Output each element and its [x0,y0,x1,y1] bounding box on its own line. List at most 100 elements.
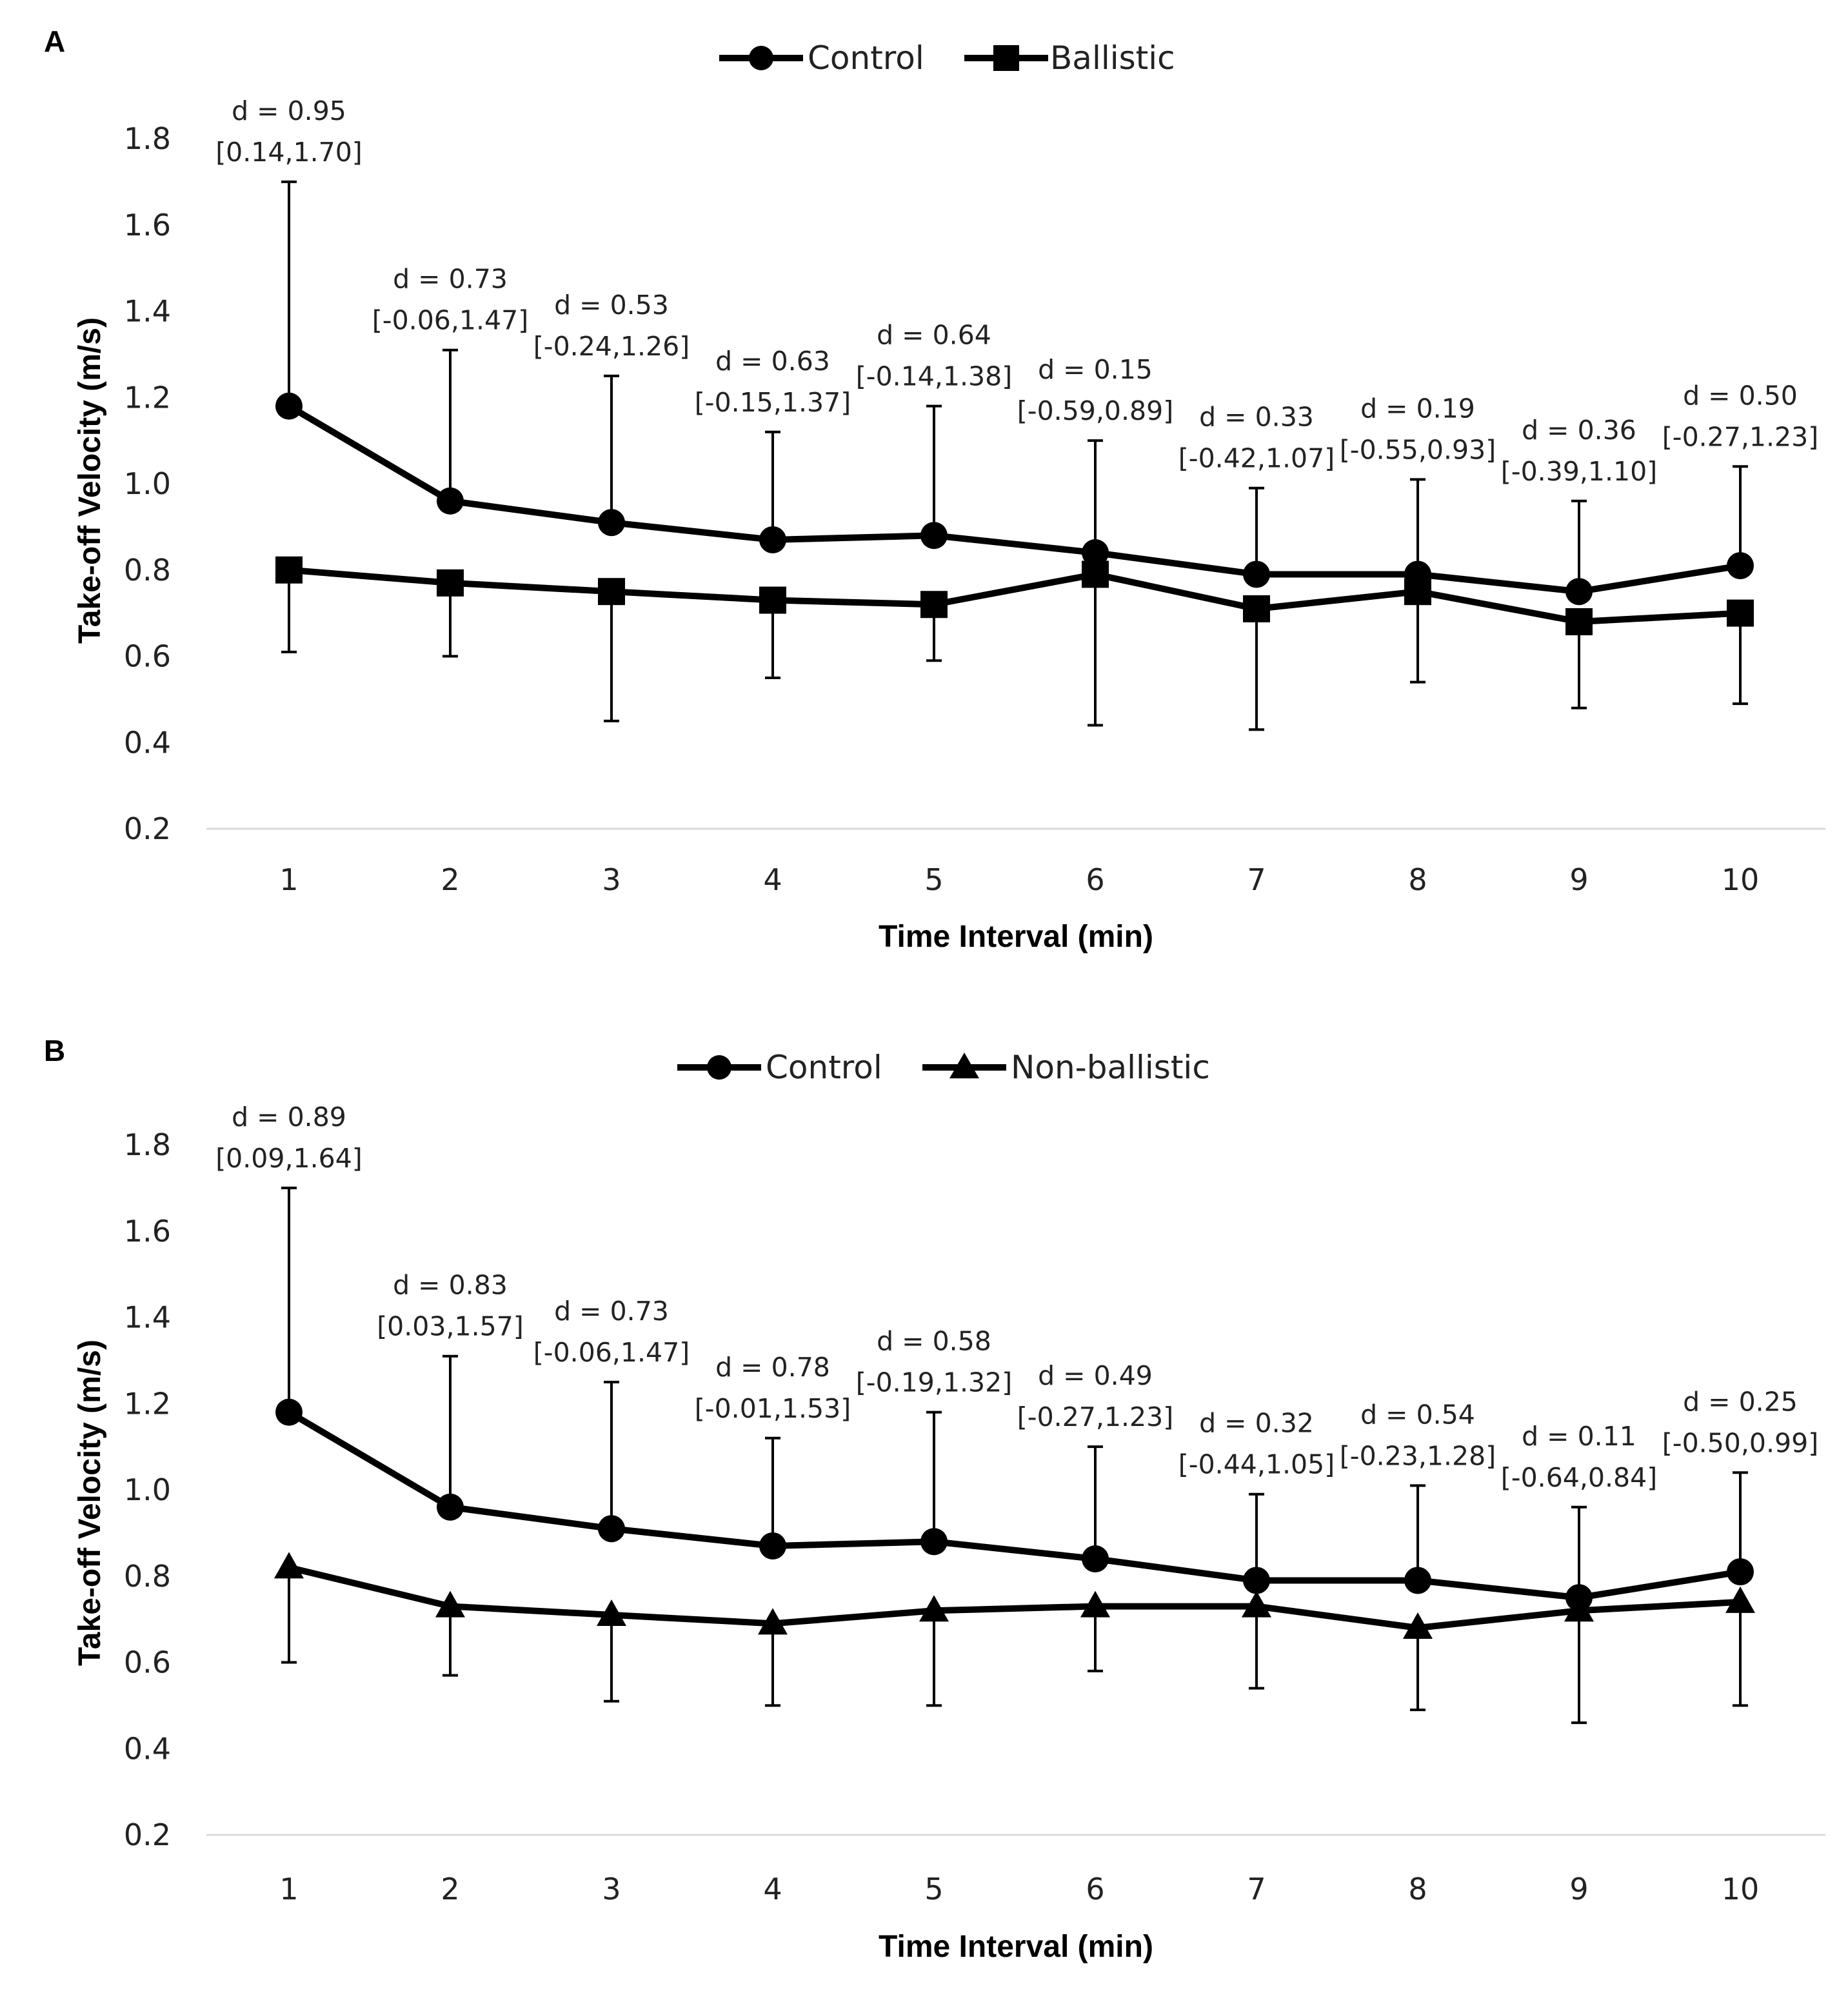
effect-size-label: d = 0.78 [715,1352,830,1383]
x-tick-label: 6 [1086,862,1104,897]
data-point-control [1243,560,1270,588]
series-line-control [287,1409,1741,1601]
series-line-ballistic [288,566,1741,625]
y-tick-label: 1.0 [124,466,171,501]
data-point-control [920,1528,948,1556]
y-tick-label: 1.8 [124,121,171,156]
x-tick-label: 9 [1569,1872,1588,1906]
y-tick-label: 1.0 [124,1472,171,1507]
effect-size-label: d = 0.25 [1683,1386,1798,1417]
effect-size-label: d = 0.53 [554,290,669,321]
effect-size-label: d = 0.49 [1038,1360,1153,1391]
y-tick-label: 0.6 [124,1645,171,1680]
legend-a-control-label: Control [808,39,924,77]
x-tick-label: 4 [763,862,782,897]
x-tick-label: 3 [602,862,621,897]
data-point-control [437,487,464,515]
effect-size-label: d = 0.54 [1360,1399,1475,1430]
data-point-ballistic [1404,578,1431,606]
data-point-non-ballistic [1725,1586,1755,1613]
plot-area-b: 0.2 0.4 0.6 0.8 1.0 1.2 1.4 1.6 1.8 1 2 3 4 5 6 7 8 9 10 d … [124,1102,1825,1906]
y-tick-label: 0.2 [124,1817,171,1852]
data-point-ballistic [759,586,786,614]
panel-label-b: B [44,1034,65,1067]
y-axis-title-b: Take-off Velocity (m/s) [73,1340,107,1666]
y-tick-label: 0.6 [124,639,171,674]
data-point-control [598,509,625,537]
panel-label-a: A [44,25,65,58]
effect-size-label: d = 0.50 [1683,380,1798,411]
x-tick-label: 2 [441,862,459,897]
y-tick-label: 0.8 [124,1559,171,1594]
effect-size-label: d = 0.83 [393,1270,508,1301]
data-point-ballistic [1727,599,1754,627]
effect-size-label: d = 0.64 [877,320,991,351]
data-point-control [759,526,786,553]
x-tick-label: 10 [1722,1872,1760,1906]
y-tick-label: 1.6 [124,208,171,243]
data-point-control [1727,1558,1754,1586]
y-tick-label: 0.4 [124,1731,171,1766]
effect-size-label: d = 0.73 [393,264,508,295]
x-tick-label: 9 [1569,862,1588,897]
data-point-non-ballistic [758,1608,788,1635]
x-tick-label: 5 [924,1872,943,1906]
data-point-control [1082,539,1109,566]
data-point-control [759,1532,786,1559]
series-line-control [287,403,1741,595]
confidence-interval-label: [0.09,1.64] [215,1143,363,1174]
data-point-non-ballistic [274,1552,304,1579]
effect-size-label: d = 0.32 [1199,1408,1314,1439]
confidence-interval-label: [-0.27,1.23] [1662,421,1818,452]
x-axis-title-a: Time Interval (min) [879,920,1153,954]
confidence-interval-label: [-0.42,1.07] [1178,443,1335,474]
data-point-ballistic [1082,560,1109,588]
legend-b-control-marker [707,1055,731,1080]
data-point-ballistic [598,578,625,606]
confidence-interval-label: [-0.50,0.99] [1662,1427,1818,1458]
legend-a-control-marker [749,46,773,70]
y-tick-label: 1.6 [124,1214,171,1249]
x-tick-label: 3 [602,1872,621,1906]
effect-size-label: d = 0.73 [554,1296,669,1327]
legend-b-nonballistic-label: Non-ballistic [1011,1049,1210,1086]
effect-size-label: d = 0.63 [715,346,830,377]
y-tick-label: 1.2 [124,1386,171,1421]
confidence-interval-label: [-0.27,1.23] [1017,1401,1173,1432]
data-point-ballistic [275,556,303,584]
y-tick-label: 1.4 [124,1300,171,1335]
confidence-interval-label: [-0.23,1.28] [1340,1440,1496,1471]
data-point-control [1565,578,1593,606]
effect-size-label: d = 0.15 [1038,354,1153,385]
effect-size-label: d = 0.58 [877,1326,991,1357]
effect-size-label: d = 0.11 [1522,1421,1636,1452]
confidence-interval-label: [-0.39,1.10] [1501,456,1657,487]
x-tick-label: 7 [1247,862,1266,897]
y-axis-title-a: Take-off Velocity (m/s) [73,317,107,644]
y-tick-label: 0.2 [124,811,171,846]
data-point-control [275,1398,303,1426]
confidence-interval-label: [-0.15,1.37] [695,387,851,418]
x-tick-label: 2 [441,1872,459,1906]
x-tick-label: 8 [1408,862,1427,897]
y-tick-label: 0.4 [124,725,171,760]
legend-a: Control Ballistic [719,39,1175,77]
y-tick-label: 0.8 [124,553,171,588]
x-tick-label: 5 [924,862,943,897]
data-point-non-ballistic [435,1590,465,1618]
data-point-control [437,1493,464,1521]
x-axis-title-b: Time Interval (min) [879,1930,1153,1964]
legend-b-control-label: Control [766,1049,882,1086]
data-point-non-ballistic [1242,1590,1271,1618]
data-point-ballistic [920,591,948,619]
data-point-control [598,1515,625,1543]
data-point-control [920,522,948,550]
x-tick-label: 1 [279,862,298,897]
panel-b: B Control Non-ballistic 0.2 0.4 0.6 0.8 1.0 1… [44,1034,1825,1964]
confidence-interval-label: [-0.01,1.53] [695,1393,851,1424]
data-point-non-ballistic [1403,1612,1433,1639]
confidence-interval-label: [-0.19,1.32] [856,1367,1012,1398]
plot-area-a: 0.2 0.4 0.6 0.8 1.0 1.2 1.4 1.6 1.8 1 2 3 4 5 6 7 8 9 10 d … [124,95,1825,897]
confidence-interval-label: [-0.55,0.93] [1340,434,1496,465]
confidence-interval-label: [-0.06,1.47] [533,1337,690,1368]
